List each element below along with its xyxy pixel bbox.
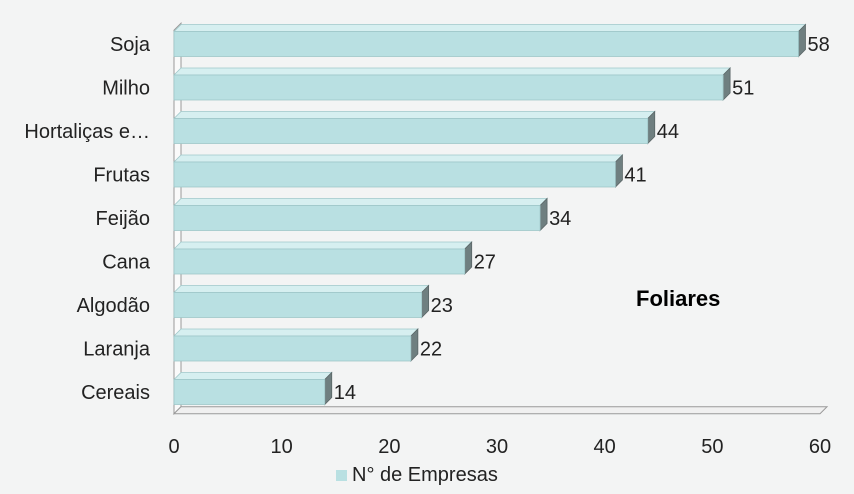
category-labels: Soja Milho Hortaliças e… Frutas Feijão Cana Al…: [24, 34, 150, 404]
bar: [173, 197, 549, 232]
legend-label: N° de Empresas: [352, 464, 498, 486]
bar-top: [173, 372, 333, 380]
bar-top: [173, 241, 473, 250]
tick-label: 40: [594, 436, 616, 458]
bar: [173, 154, 624, 188]
bar-top: [173, 111, 656, 119]
chart-annotation: Foliares: [636, 286, 720, 311]
floor: [172, 406, 829, 415]
bar: [173, 23, 807, 58]
category-label: Feijão: [96, 208, 150, 230]
data-label: 51: [732, 78, 754, 100]
bar: [173, 110, 656, 145]
data-label: 58: [807, 34, 829, 56]
data-label: 44: [657, 121, 679, 143]
bar-front: [173, 292, 423, 318]
category-label: Milho: [102, 78, 150, 100]
bar-front: [173, 31, 799, 57]
category-label: Frutas: [93, 165, 150, 187]
bar-top: [173, 24, 807, 32]
data-label: 23: [431, 295, 453, 317]
bar: [173, 371, 333, 406]
bar-front: [173, 379, 326, 405]
tick-label: 60: [809, 436, 831, 458]
bar-front: [173, 161, 616, 188]
bar-top: [173, 154, 624, 163]
bar: [173, 67, 732, 101]
bars-group: [173, 23, 807, 406]
tick-label: 20: [378, 436, 400, 458]
bar: [173, 241, 473, 275]
bar: [173, 328, 419, 362]
bar-top: [173, 198, 549, 206]
bar-front: [173, 118, 649, 144]
data-label: 14: [334, 382, 356, 404]
data-labels: 58 51 44 41 34 27 23 22 14: [334, 34, 830, 404]
bar-front: [173, 74, 724, 101]
tick-label: 50: [701, 436, 723, 458]
bar-front: [173, 335, 412, 362]
category-label: Algodão: [77, 295, 150, 317]
tick-label: 10: [271, 436, 293, 458]
bar-top: [173, 328, 419, 337]
bar-top: [173, 67, 732, 76]
legend: N° de Empresas: [336, 464, 498, 486]
x-axis-ticks: 0 10 20 30 40 50 60: [168, 436, 831, 458]
category-label: Hortaliças e…: [24, 121, 150, 143]
category-label: Soja: [110, 34, 151, 56]
data-label: 22: [420, 339, 442, 361]
data-label: 34: [549, 208, 571, 230]
data-label: 41: [624, 165, 646, 187]
bar-front: [173, 248, 466, 275]
category-label: Cana: [102, 252, 151, 274]
tick-label: 30: [486, 436, 508, 458]
bar-front: [173, 205, 541, 231]
category-label: Laranja: [83, 339, 151, 361]
bar: [173, 284, 430, 319]
tick-label: 0: [168, 436, 179, 458]
category-label: Cereais: [81, 382, 150, 404]
legend-swatch: [336, 470, 347, 481]
bar-top: [173, 285, 430, 293]
data-label: 27: [474, 252, 496, 274]
